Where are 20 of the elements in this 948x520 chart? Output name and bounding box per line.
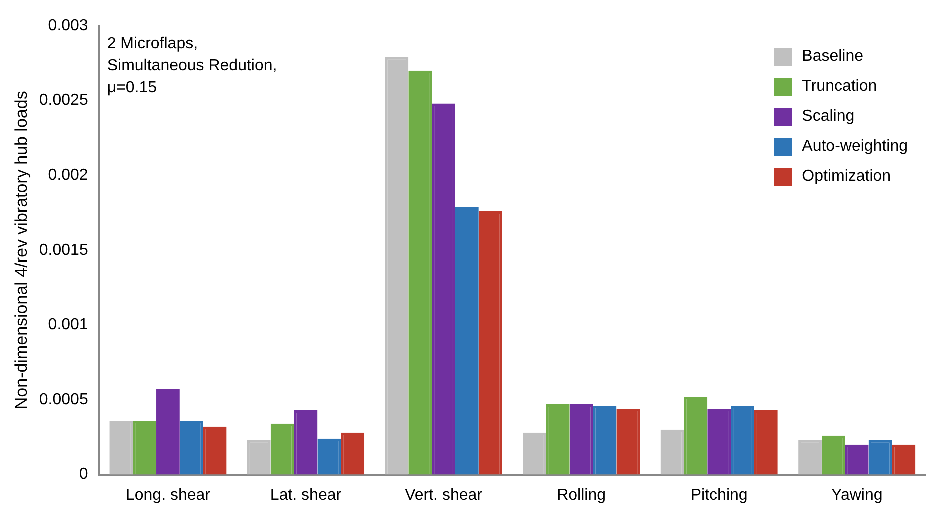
y-axis-title: Non-dimensional 4/rev vibratory hub loads [12,91,31,410]
x-tick-label: Lat. shear [270,486,342,504]
y-tick-label: 0.0005 [39,391,88,408]
x-tick-label: Pitching [690,486,748,504]
y-tick-label: 0.001 [48,316,88,334]
y-tick-label: 0 [79,466,88,484]
legend-label: Scaling [802,108,855,126]
x-tick-label: Long. shear [126,486,212,504]
y-tick-label: 0.0025 [39,92,88,110]
legend-label: Optimization [802,168,892,186]
legend-label: Auto-weighting [802,138,908,156]
x-tick-label: Yawing [831,486,883,504]
x-tick-label: Vert. shear [405,486,484,504]
y-tick-label: 0.002 [48,167,88,184]
legend-label: Baseline [802,48,864,66]
x-tick-label: Rolling [557,486,606,504]
y-tick-label: 0.0015 [39,242,88,259]
y-tick-label: 0.003 [48,17,88,34]
legend-label: Truncation [802,78,878,96]
annotation: 2 Microflaps, Simultaneous Redution, μ=0.15 [107,35,278,96]
